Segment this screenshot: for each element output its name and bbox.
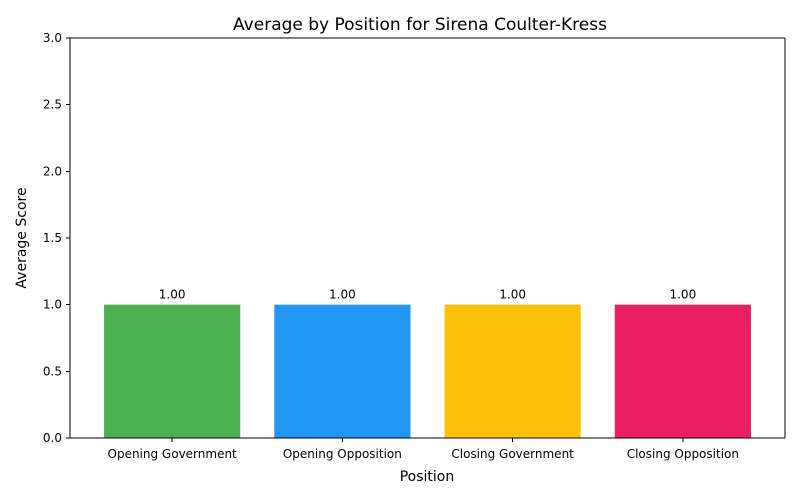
plot-area: 1.00 1.00 1.00 1.00 0.0 0.5 1.0 1.5 2.0 2.5 3.0 O… — [43, 31, 786, 461]
y-tick-label-1: 0.5 — [43, 364, 62, 378]
y-tick-label-2: 1.0 — [43, 298, 62, 312]
y-axis-label: Average Score — [14, 187, 30, 288]
x-tick-label-3: Closing Opposition — [627, 447, 739, 461]
x-axis-ticks: Opening Government Opening Opposition Clos… — [108, 438, 739, 461]
y-tick-label-3: 1.5 — [43, 231, 62, 245]
data-label-0: 1.00 — [159, 288, 186, 302]
y-tick-label-5: 2.5 — [43, 98, 62, 112]
data-label-1: 1.00 — [329, 288, 356, 302]
x-tick-label-2: Closing Government — [451, 447, 574, 461]
x-axis-label: Position — [400, 469, 455, 485]
y-axis-ticks: 0.0 0.5 1.0 1.5 2.0 2.5 3.0 — [43, 31, 70, 445]
x-tick-label-1: Opening Opposition — [283, 447, 402, 461]
x-tick-label-0: Opening Government — [108, 447, 238, 461]
bar-3 — [614, 304, 751, 438]
data-label-3: 1.00 — [669, 288, 696, 302]
bars — [104, 304, 751, 438]
plot-frame — [69, 37, 786, 439]
y-tick-label-4: 2.0 — [43, 164, 62, 178]
data-label-2: 1.00 — [499, 288, 526, 302]
bar-0 — [104, 304, 241, 438]
y-tick-label-0: 0.0 — [43, 431, 62, 445]
bar-1 — [274, 304, 411, 438]
data-labels: 1.00 1.00 1.00 1.00 — [159, 288, 696, 302]
y-tick-label-6: 3.0 — [43, 31, 62, 45]
chart-title: Average by Position for Sirena Coulter-K… — [233, 15, 607, 35]
bar-2 — [444, 304, 581, 438]
